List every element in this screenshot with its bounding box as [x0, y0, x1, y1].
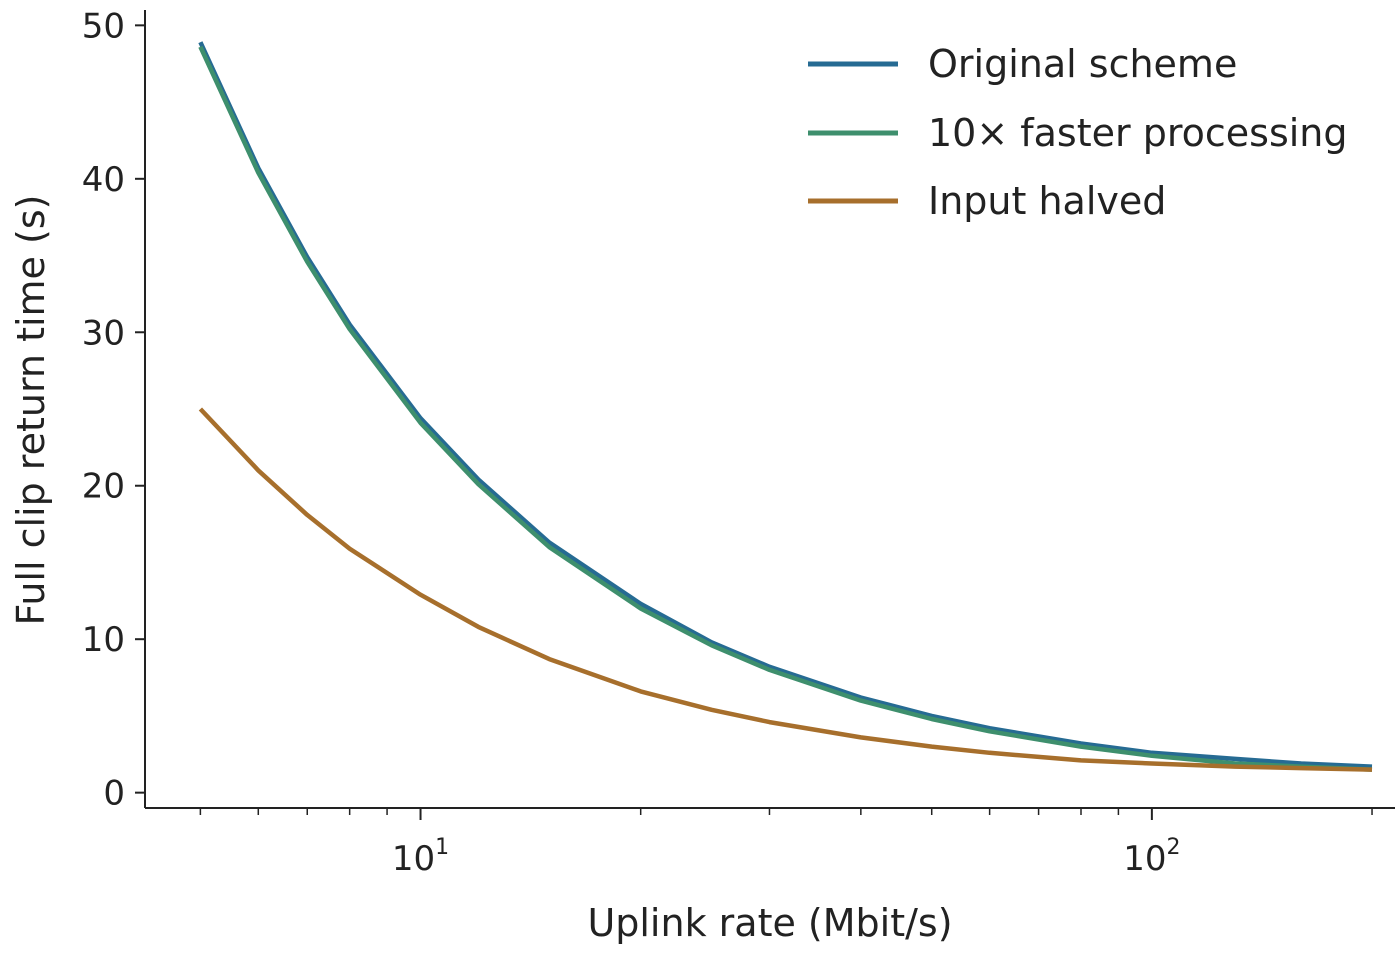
x-axis-title: Uplink rate (Mbit/s)	[587, 901, 952, 945]
y-tick-label: 40	[82, 160, 125, 200]
y-tick-label: 20	[82, 467, 125, 507]
legend-label: 10× faster processing	[928, 111, 1348, 155]
y-axis-title: Full clip return time (s)	[9, 195, 53, 626]
y-axis-ticks: 0 10 20 30 40 50	[82, 6, 145, 814]
legend: Original scheme 10× faster processing Inpu…	[808, 42, 1348, 223]
y-tick-label: 0	[103, 774, 125, 814]
series-line	[198, 41, 1373, 769]
x-tick-label: 102	[1123, 835, 1180, 879]
series-line	[198, 407, 1373, 772]
y-tick-label: 30	[82, 313, 125, 353]
series-line	[198, 45, 1373, 772]
x-axis-ticks: 101 102	[199, 808, 1373, 879]
series-layer	[198, 41, 1373, 772]
x-tick-label: 101	[392, 835, 449, 879]
y-tick-label: 50	[82, 6, 125, 46]
y-tick-label: 10	[82, 620, 125, 660]
legend-label: Input halved	[928, 179, 1166, 223]
legend-label: Original scheme	[928, 42, 1237, 86]
